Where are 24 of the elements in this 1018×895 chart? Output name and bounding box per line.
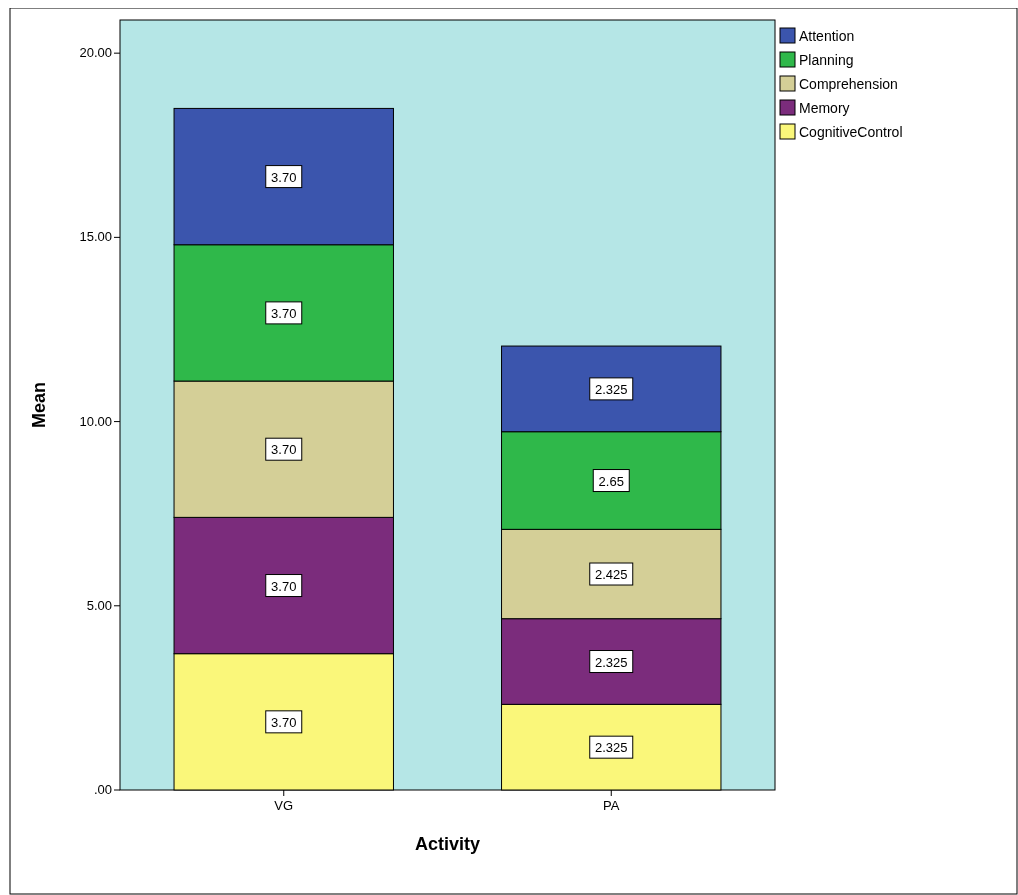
x-axis-title: Activity — [414, 834, 481, 854]
data-label: 3.70 — [271, 169, 297, 185]
y-tick-label: 20.00 — [79, 45, 112, 61]
data-label: 3.70 — [271, 305, 297, 321]
y-tick-label: 5.00 — [86, 597, 112, 613]
legend-label: Memory — [799, 100, 850, 116]
y-tick-label: 10.00 — [79, 413, 112, 429]
data-label: 3.70 — [271, 714, 297, 730]
data-label: 3.70 — [271, 442, 297, 458]
data-label: 2.325 — [594, 740, 628, 756]
data-label: 2.65 — [598, 473, 624, 489]
x-tick-label: PA — [603, 798, 620, 813]
legend-label: Comprehension — [799, 76, 898, 92]
data-label: 2.425 — [594, 567, 628, 583]
data-label: 2.325 — [594, 654, 628, 670]
legend-label: Attention — [799, 28, 855, 44]
y-tick-label: .00 — [93, 782, 112, 797]
legend-label: CognitiveControl — [799, 124, 903, 140]
legend-label: Planning — [799, 52, 854, 68]
x-tick-label: VG — [274, 798, 294, 813]
data-label: 2.325 — [594, 381, 628, 397]
y-tick-label: 15.00 — [79, 229, 112, 245]
data-label: 3.70 — [271, 578, 297, 594]
y-axis-title: Mean — [29, 381, 49, 429]
